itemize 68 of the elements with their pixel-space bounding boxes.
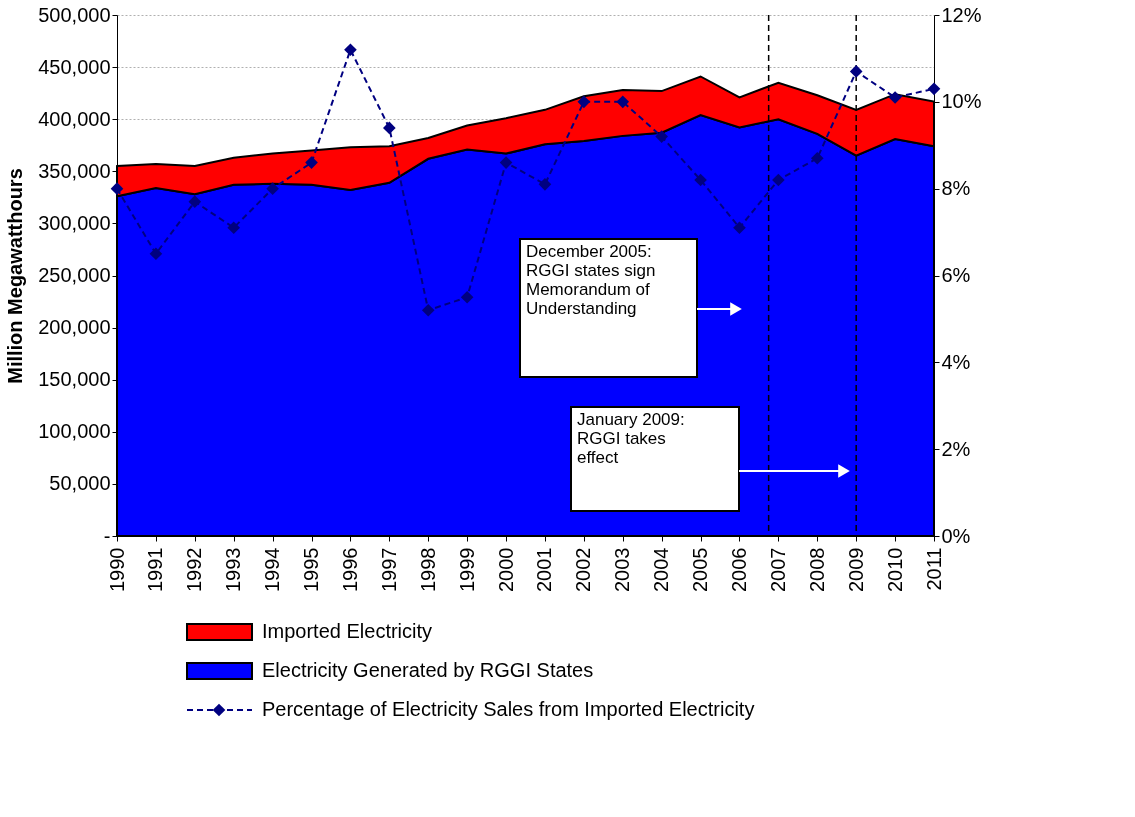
y-tick-label: - [103,524,111,547]
x-tick-label: 1995 [300,547,323,592]
point [772,173,785,187]
point [460,290,474,304]
y-tick-label: 150,000 [38,368,111,391]
annotation: January 2009: RGGI takes effect [577,410,685,467]
x-tick-label: 2005 [689,547,712,592]
legend-label: Electricity Generated by RGGI States [262,659,594,681]
point [188,195,202,209]
x-tick-label: 1990 [105,547,128,592]
point [421,303,435,317]
legend-label: Percentage of Electricity Sales from Imported Electricity [262,698,755,720]
x-tick-label: 1997 [377,547,400,592]
y-tick-label: 300,000 [38,211,111,234]
point [227,221,241,235]
point [810,151,824,165]
x-tick-label: 1999 [455,547,478,592]
y-tick-label: 400,000 [38,107,111,130]
point [538,178,552,191]
x-tick-label: 2006 [727,547,750,592]
y2-tick-label: 10% [941,90,982,113]
point [927,82,941,96]
x-tick-label: 2011 [922,547,945,591]
y-tick-label: 100,000 [38,420,111,443]
y2-tick-label: 4% [941,350,971,373]
y2-tick-label: 6% [941,264,971,286]
y2-tick-label: 8% [941,177,971,200]
point [383,121,396,135]
point [305,156,318,169]
x-tick-label: 1994 [261,547,284,592]
point [694,173,707,187]
y2-tick-label: 0% [941,524,971,547]
y-tick-label: 350,000 [38,159,111,182]
y-tick-label: 200,000 [38,316,111,339]
point [888,91,902,104]
x-tick-label: 2004 [650,547,673,592]
point [266,182,279,195]
point [149,247,163,261]
x-tick-label: 2000 [494,547,517,592]
point [577,95,591,109]
point [616,95,630,109]
y-tick-label: 450,000 [38,55,111,78]
y-tick-label: 500,000 [38,3,111,26]
point [110,182,124,195]
x-tick-label: 2003 [611,547,634,592]
x-tick-label: 2007 [766,547,789,592]
y-tick-label: 50,000 [49,472,111,495]
x-tick-label: 1996 [338,547,361,592]
x-tick-label: 1993 [222,547,245,592]
x-tick-label: 2008 [805,547,828,592]
x-tick-label: 1991 [144,547,167,592]
x-tick-label: 1992 [183,547,206,592]
point [733,221,746,235]
y2-tick-label: 2% [941,437,971,460]
point [344,43,357,57]
annotation: December 2005: RGGI states sign Memorandum of Understanding [526,242,656,318]
y2-tick-label: 12% [941,3,982,26]
point [655,130,668,143]
y-tick-label: 250,000 [38,264,111,286]
legend-label: Imported Electricity [262,620,433,642]
point [849,65,863,78]
x-tick-label: 2010 [883,547,906,592]
x-tick-label: 2002 [572,547,595,592]
x-tick-label: 2009 [844,547,867,592]
x-tick-label: 2001 [533,547,556,592]
y-axis-title: Million Megawatthours [4,168,27,384]
x-tick-label: 1998 [416,547,439,592]
point [499,156,513,169]
